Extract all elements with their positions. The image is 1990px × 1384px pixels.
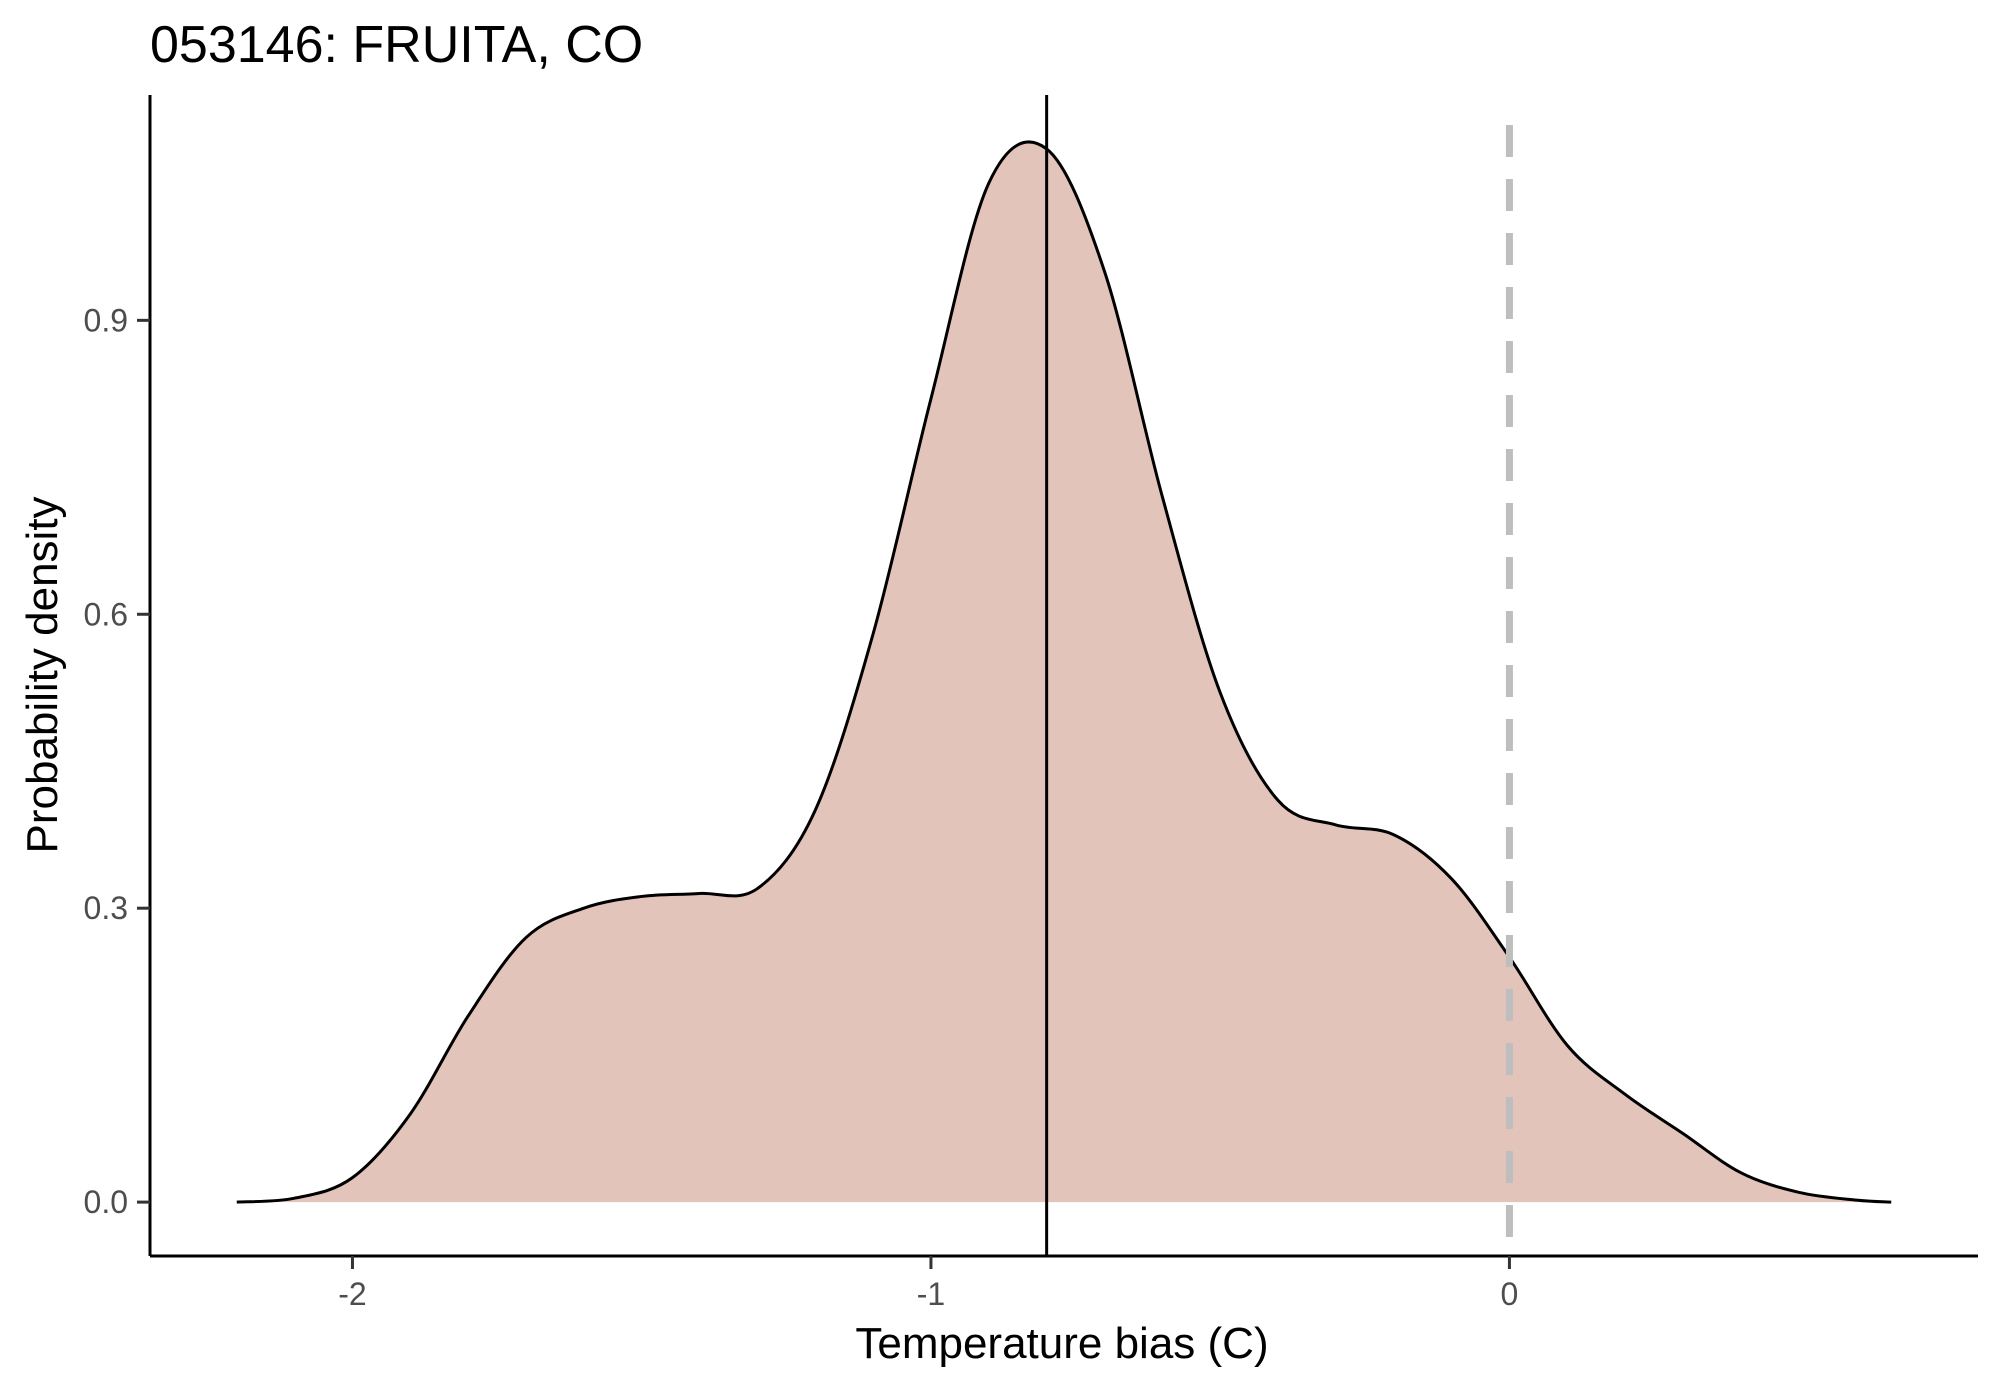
y-axis-ticks: 0.0 0.3 0.6 0.9 xyxy=(84,302,150,1220)
x-tick-label: -1 xyxy=(917,1276,945,1312)
y-tick-label: 0.9 xyxy=(84,302,128,338)
x-axis-title: Temperature bias (C) xyxy=(855,1319,1268,1368)
density-area xyxy=(236,141,1892,1203)
chart-title: 053146: FRUITA, CO xyxy=(150,16,643,74)
plot-area xyxy=(236,95,1892,1256)
y-tick-label: 0.0 xyxy=(84,1184,128,1220)
density-curve xyxy=(236,140,1892,1204)
y-axis-title: Probability density xyxy=(18,496,67,853)
x-tick-label: -2 xyxy=(338,1276,366,1312)
x-axis-ticks: -2 -1 0 xyxy=(338,1256,1518,1312)
y-tick-label: 0.3 xyxy=(84,890,128,926)
x-tick-label: 0 xyxy=(1501,1276,1519,1312)
y-tick-label: 0.6 xyxy=(84,596,128,632)
